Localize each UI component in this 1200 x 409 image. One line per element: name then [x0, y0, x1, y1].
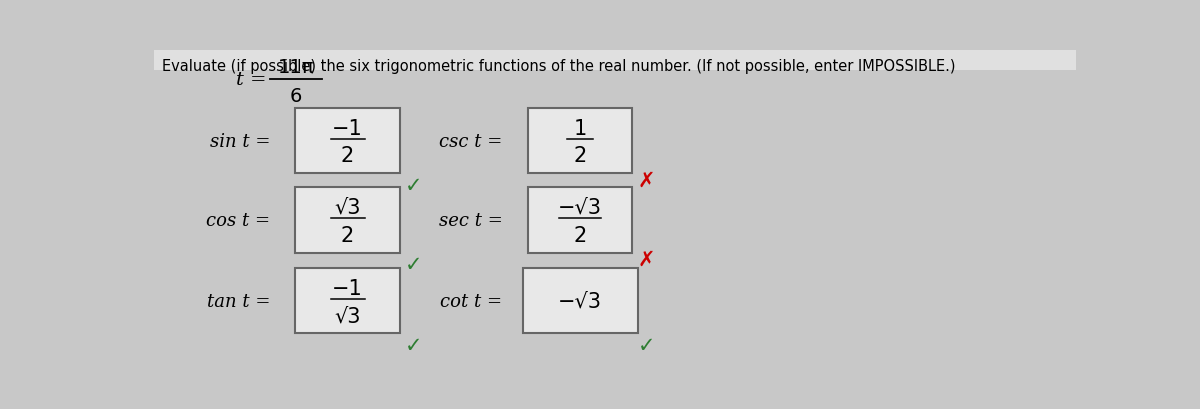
Text: tan t =: tan t = [206, 292, 270, 310]
Text: 2: 2 [574, 146, 587, 166]
Text: −1: −1 [332, 118, 364, 138]
Text: ✓: ✓ [406, 254, 422, 274]
Text: ✓: ✓ [406, 335, 422, 355]
Text: 11π: 11π [277, 58, 314, 77]
Text: Evaluate (if possible) the six trigonometric functions of the real number. (If n: Evaluate (if possible) the six trigonome… [162, 59, 955, 74]
FancyBboxPatch shape [528, 109, 632, 174]
FancyBboxPatch shape [522, 268, 637, 334]
Text: 2: 2 [574, 225, 587, 245]
Text: 2: 2 [341, 225, 354, 245]
FancyBboxPatch shape [295, 268, 400, 334]
Text: −√3: −√3 [558, 291, 602, 311]
Text: −√3: −√3 [558, 197, 602, 217]
Text: √3: √3 [335, 197, 361, 217]
Text: 6: 6 [289, 86, 302, 106]
Text: ✗: ✗ [637, 249, 655, 269]
Text: 2: 2 [341, 146, 354, 166]
Text: −1: −1 [332, 278, 364, 298]
Text: cos t =: cos t = [206, 211, 270, 229]
Text: ✓: ✓ [637, 335, 655, 355]
Text: cot t =: cot t = [440, 292, 503, 310]
Text: 1: 1 [574, 118, 587, 138]
Text: sin t =: sin t = [210, 132, 270, 150]
Text: ✗: ✗ [637, 170, 655, 190]
Text: √3: √3 [335, 306, 361, 326]
FancyBboxPatch shape [528, 188, 632, 253]
FancyBboxPatch shape [295, 109, 400, 174]
Text: t =: t = [235, 71, 266, 89]
FancyBboxPatch shape [295, 188, 400, 253]
Text: ✓: ✓ [406, 175, 422, 196]
Text: sec t =: sec t = [439, 211, 503, 229]
Text: csc t =: csc t = [439, 132, 503, 150]
FancyBboxPatch shape [154, 51, 1076, 71]
